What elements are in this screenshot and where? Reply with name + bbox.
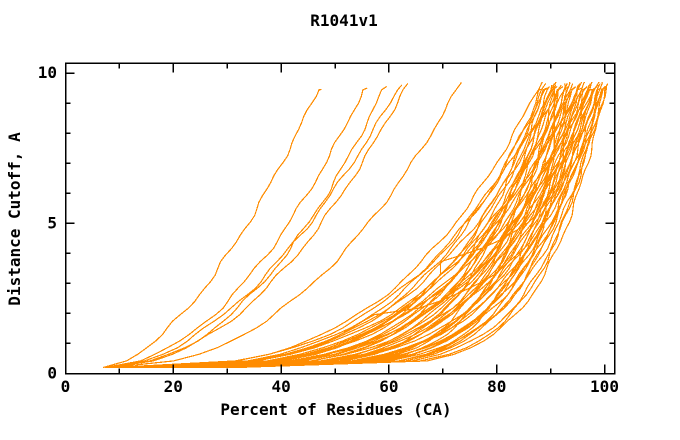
model-gdt-curve xyxy=(145,88,559,369)
x-tick-label: 0 xyxy=(61,377,71,396)
model-gdt-curve xyxy=(135,86,564,369)
model-gdt-curve xyxy=(124,88,594,369)
y-tick-label: 0 xyxy=(47,364,57,383)
x-tick-label: 80 xyxy=(487,377,506,396)
x-tick-label: 40 xyxy=(271,377,290,396)
model-gdt-curve xyxy=(185,87,596,369)
model-gdt-curve xyxy=(107,84,403,369)
model-gdt-curve xyxy=(146,88,595,369)
model-gdt-curve xyxy=(165,81,593,369)
model-gdt-curve xyxy=(185,88,604,369)
x-tick-label: 100 xyxy=(590,377,619,396)
axis-tick-labels: 0 20 40 60 80 100 0 5 10 xyxy=(38,63,619,396)
model-gdt-curve xyxy=(132,83,555,369)
model-gdt-curve xyxy=(102,88,322,369)
x-tick-label: 60 xyxy=(379,377,398,396)
model-gdt-curve xyxy=(109,83,409,369)
model-gdt-curve xyxy=(162,84,579,369)
model-gdt-curve xyxy=(137,88,572,369)
model-gdt-curve xyxy=(135,81,586,369)
model-gdt-curve xyxy=(152,86,598,369)
model-gdt-curve xyxy=(111,81,462,369)
y-tick-label: 5 xyxy=(47,213,57,232)
model-gdt-curve xyxy=(165,86,607,369)
x-axis-label: Percent of Residues (CA) xyxy=(220,400,451,419)
model-gdt-curve xyxy=(117,84,562,369)
model-gdt-curve xyxy=(219,87,605,369)
model-gdt-curve xyxy=(180,86,606,369)
y-tick-label: 10 xyxy=(38,63,57,82)
model-gdt-curve xyxy=(127,86,569,369)
model-gdt-curve xyxy=(104,87,368,369)
plot-border xyxy=(64,62,616,375)
axis-ticks xyxy=(64,63,615,375)
x-tick-label: 20 xyxy=(164,377,183,396)
model-gdt-curve xyxy=(158,87,602,369)
y-axis-label: Distance Cutoff, A xyxy=(5,132,24,306)
plot-frame xyxy=(64,62,616,375)
model-gdt-curve xyxy=(121,87,583,369)
model-gdt-curve xyxy=(236,84,608,369)
model-gdt-curve xyxy=(113,88,541,369)
chart-title: R1041v1 xyxy=(310,11,377,30)
model-gdt-curve xyxy=(106,85,388,369)
model-gdt-curve xyxy=(194,83,609,369)
model-gdt-curve xyxy=(156,83,574,369)
model-gdt-curve xyxy=(141,81,583,369)
model-gdt-curve xyxy=(121,83,547,369)
model-curves xyxy=(102,81,609,369)
